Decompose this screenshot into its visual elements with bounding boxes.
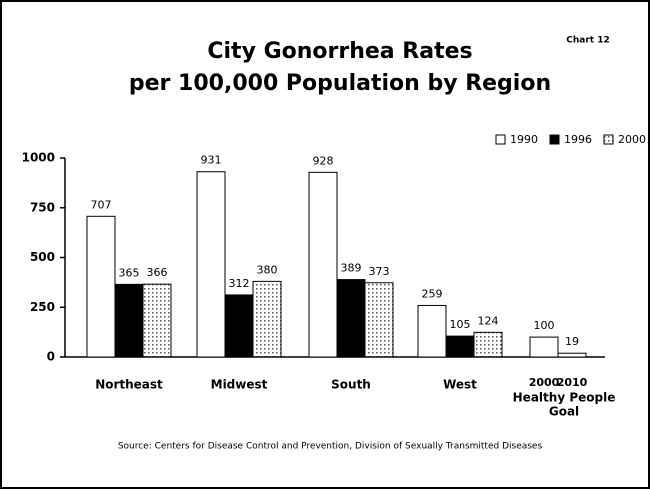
x-tick-label: Northeast bbox=[95, 378, 163, 392]
legend-label: 1996 bbox=[564, 133, 592, 146]
legend-swatch bbox=[549, 134, 560, 145]
bar bbox=[224, 294, 254, 358]
chart-title: per 100,000 Population by Region bbox=[129, 71, 551, 96]
value-label: 366 bbox=[147, 266, 168, 279]
x-tick-label: Midwest bbox=[211, 378, 268, 392]
y-tick-label: 750 bbox=[30, 200, 55, 214]
y-tick-label: 0 bbox=[47, 350, 55, 364]
bar bbox=[336, 279, 366, 358]
y-tick-label: 250 bbox=[30, 300, 55, 314]
bar bbox=[114, 283, 144, 358]
value-label: 389 bbox=[341, 262, 362, 275]
goal-label: Healthy People bbox=[513, 391, 616, 405]
value-label: 380 bbox=[257, 263, 278, 276]
x-tick-label: West bbox=[443, 378, 477, 392]
bar bbox=[529, 336, 559, 358]
legend-label: 1990 bbox=[510, 133, 538, 146]
goal-category-label: 2000 bbox=[529, 376, 560, 389]
bar bbox=[86, 215, 116, 358]
bar bbox=[557, 352, 587, 358]
goal-category-label: 2010 bbox=[557, 376, 588, 389]
source-note: Source: Centers for Disease Control and … bbox=[118, 442, 543, 452]
value-label: 931 bbox=[201, 154, 222, 167]
value-label: 373 bbox=[369, 265, 390, 278]
bar bbox=[445, 335, 475, 358]
value-label: 707 bbox=[91, 198, 112, 211]
legend-swatch bbox=[495, 134, 506, 145]
chart-title: City Gonorrhea Rates bbox=[207, 39, 472, 64]
bar bbox=[196, 171, 226, 358]
value-label: 124 bbox=[478, 314, 499, 327]
value-label: 105 bbox=[450, 318, 471, 331]
legend-swatch bbox=[603, 134, 614, 145]
y-tick-label: 500 bbox=[30, 250, 55, 264]
value-label: 100 bbox=[534, 319, 555, 332]
goal-label: Goal bbox=[549, 405, 579, 419]
value-label: 928 bbox=[313, 154, 334, 167]
bar bbox=[142, 283, 172, 358]
value-label: 312 bbox=[229, 277, 250, 290]
legend-label: 2000 bbox=[618, 133, 646, 146]
bar bbox=[364, 282, 394, 358]
value-label: 365 bbox=[119, 266, 140, 279]
value-label: 19 bbox=[565, 335, 579, 348]
x-tick-label: South bbox=[331, 378, 371, 392]
value-label: 259 bbox=[422, 287, 443, 300]
y-tick-label: 1000 bbox=[22, 151, 55, 165]
bar bbox=[308, 171, 338, 358]
chart-number: Chart 12 bbox=[566, 36, 609, 46]
bar bbox=[473, 331, 503, 358]
bar bbox=[252, 280, 282, 358]
bar bbox=[417, 304, 447, 358]
